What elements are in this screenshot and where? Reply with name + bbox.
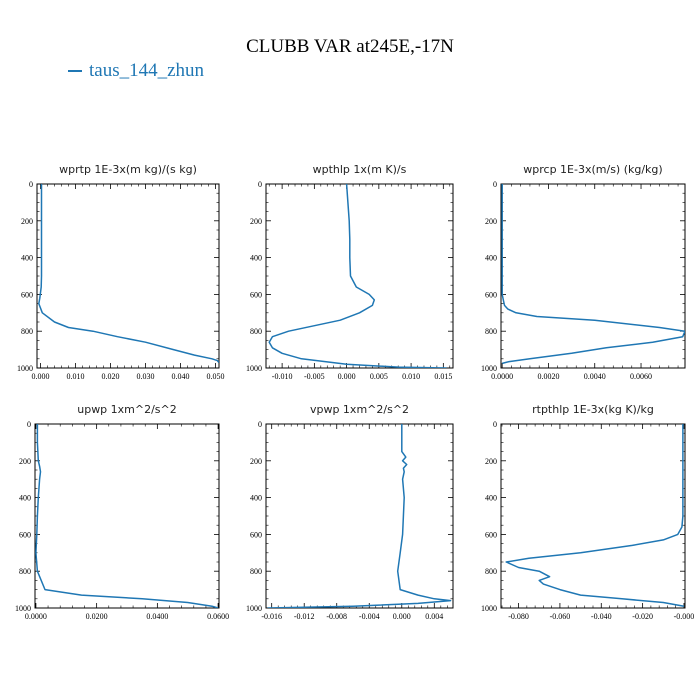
plot-frame: [265, 423, 454, 609]
y-tick-label: 200: [19, 457, 31, 466]
y-tick-label: 0: [493, 420, 497, 429]
panel-title: rtpthlp 1E-3x(kg K)/kg: [532, 403, 654, 416]
x-tick-label: 0.000: [32, 372, 50, 381]
chart-panel-6: rtpthlp 1E-3x(kg K)/kg 0 200 400 600 800 1000 -…: [481, 403, 694, 621]
y-tick-label: 800: [485, 567, 497, 576]
y-tick-label: 1000: [246, 364, 262, 373]
panel-title: wpthlp 1x(m K)/s: [313, 163, 407, 176]
x-tick-label: -0.010: [272, 372, 293, 381]
legend-label: taus_144_zhun: [89, 60, 205, 81]
y-tick-label: 200: [250, 457, 262, 466]
x-tick-label: 0.005: [370, 372, 388, 381]
figure-title: CLUBB VAR at245E,-17N: [246, 36, 454, 57]
x-tick-label: -0.080: [508, 612, 529, 621]
x-tick-label: -0.004: [359, 612, 380, 621]
y-tick-label: 1000: [17, 364, 33, 373]
x-tick-label: 0.0000: [491, 372, 513, 381]
y-tick-label: 200: [485, 217, 497, 226]
x-tick-label: 0.0400: [146, 612, 168, 621]
y-tick-label: 600: [250, 530, 262, 539]
y-tick-label: 1000: [481, 364, 497, 373]
x-tick-label: -0.060: [550, 612, 571, 621]
x-tick-label: -0.000: [674, 612, 695, 621]
x-tick-label: 0.0040: [584, 372, 606, 381]
y-tick-label: 800: [485, 327, 497, 336]
y-tick-label: 400: [19, 494, 31, 503]
chart-panel-5: vpwp 1xm^2/s^2 0 200 400 600 800 1000-0.016 -0.…: [246, 403, 454, 621]
legend: taus_144_zhun: [68, 60, 204, 82]
y-tick-label: 400: [250, 254, 262, 263]
plot-frame: [500, 423, 686, 609]
series-line-1: [38, 184, 219, 364]
series-line-1: [267, 424, 452, 608]
y-tick-label: 0: [258, 420, 262, 429]
chart-panel-1: wprtp 1E-3x(m kg)/(s kg) 0 200 400 600 800 100…: [17, 163, 225, 381]
x-tick-label: 0.0200: [86, 612, 108, 621]
x-tick-label: 0.0000: [25, 612, 47, 621]
x-tick-label: -0.040: [591, 612, 612, 621]
x-tick-label: -0.020: [632, 612, 653, 621]
y-tick-label: 1000: [481, 604, 497, 613]
plot-frame: [265, 183, 454, 369]
y-tick-label: 600: [485, 290, 497, 299]
legend-line-swatch: [68, 70, 82, 72]
x-tick-label: 0.0060: [630, 372, 652, 381]
plot-frame: [36, 183, 220, 369]
x-tick-label: 0.010: [67, 372, 85, 381]
x-tick-label: -0.008: [326, 612, 347, 621]
x-tick-label: 0.015: [434, 372, 452, 381]
series-line-1: [268, 184, 447, 368]
y-tick-label: 200: [485, 457, 497, 466]
y-tick-label: 200: [250, 217, 262, 226]
y-tick-label: 0: [493, 180, 497, 189]
y-tick-label: 1000: [246, 604, 262, 613]
y-tick-label: 400: [485, 494, 497, 503]
plot-frame: [34, 423, 220, 609]
y-tick-label: 400: [485, 254, 497, 263]
y-tick-label: 800: [19, 567, 31, 576]
series-line-1: [505, 424, 685, 607]
x-tick-label: 0.040: [172, 372, 190, 381]
x-tick-label: 0.020: [102, 372, 120, 381]
y-tick-label: 600: [250, 290, 262, 299]
y-tick-label: 600: [21, 290, 33, 299]
y-tick-label: 0: [29, 180, 33, 189]
series-line-1: [35, 424, 219, 608]
y-tick-label: 200: [21, 217, 33, 226]
y-tick-label: 1000: [15, 604, 31, 613]
y-tick-label: 400: [250, 494, 262, 503]
y-tick-label: 600: [485, 530, 497, 539]
y-tick-label: 800: [250, 327, 262, 336]
panel-title: wprtp 1E-3x(m kg)/(s kg): [59, 163, 197, 176]
y-tick-label: 800: [250, 567, 262, 576]
series-line-1: [501, 184, 685, 365]
x-tick-label: 0.0600: [207, 612, 229, 621]
plot-frame: [500, 183, 686, 369]
x-tick-label: 0.004: [425, 612, 443, 621]
x-tick-label: 0.050: [207, 372, 225, 381]
x-tick-label: 0.000: [393, 612, 411, 621]
y-tick-label: 800: [21, 327, 33, 336]
chart-panel-3: wprcp 1E-3x(m/s) (kg/kg) 0 200 400 600 800 100…: [481, 163, 686, 381]
chart-panel-2: wpthlp 1x(m K)/s 0 200 400 600 800 1000 -0.010 -…: [246, 163, 454, 381]
x-tick-label: 0.000: [338, 372, 356, 381]
x-tick-label: -0.012: [294, 612, 315, 621]
x-tick-label: 0.030: [137, 372, 155, 381]
x-tick-label: 0.0020: [537, 372, 559, 381]
y-tick-label: 400: [21, 254, 33, 263]
panel-title: upwp 1xm^2/s^2: [77, 403, 177, 416]
y-tick-label: 0: [258, 180, 262, 189]
y-tick-label: 600: [19, 530, 31, 539]
panel-title: vpwp 1xm^2/s^2: [310, 403, 409, 416]
y-tick-label: 0: [27, 420, 31, 429]
x-tick-label: -0.005: [304, 372, 325, 381]
x-tick-label: -0.016: [261, 612, 282, 621]
panel-title: wprcp 1E-3x(m/s) (kg/kg): [523, 163, 662, 176]
x-tick-label: 0.010: [402, 372, 420, 381]
